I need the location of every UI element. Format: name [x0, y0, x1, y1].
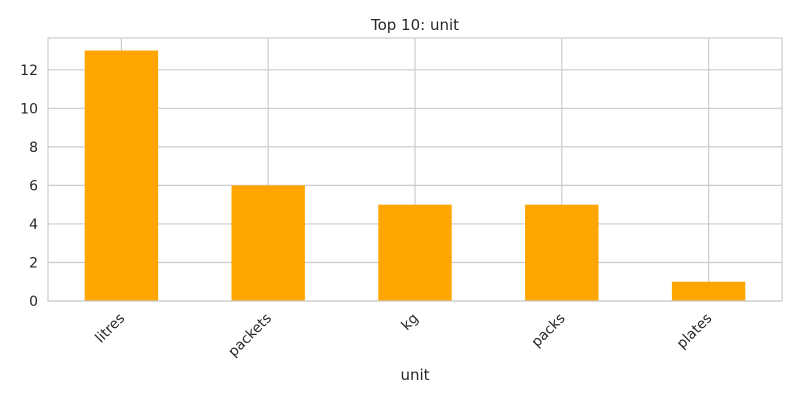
bar-packets — [231, 185, 305, 301]
bar-kg — [378, 204, 452, 301]
x-tick-label: litres — [92, 311, 128, 347]
y-tick-label: 0 — [29, 294, 38, 310]
y-tick-label: 12 — [20, 63, 38, 79]
plot-frame — [47, 37, 783, 302]
y-tick-label: 10 — [20, 101, 38, 117]
bars — [84, 50, 746, 302]
bar-packs — [525, 204, 599, 301]
x-tick-label: kg — [398, 311, 421, 334]
x-tick-label: plates — [674, 311, 716, 353]
x-tick-label: packs — [529, 311, 569, 351]
y-tick-label: 4 — [29, 217, 38, 233]
bar-plates — [671, 281, 746, 301]
x-axis-label: unit — [400, 366, 429, 384]
x-tick-labels: litres packets kg packs plates — [92, 311, 715, 361]
y-tick-label: 6 — [29, 178, 38, 194]
grid-lines — [48, 38, 782, 302]
y-tick-label: 8 — [29, 140, 38, 156]
x-tick-label: packets — [225, 311, 275, 361]
y-tick-label: 2 — [29, 255, 38, 271]
chart-title: Top 10: unit — [370, 16, 459, 34]
bar-litres — [84, 50, 159, 302]
y-tick-labels: 0 2 4 6 8 10 12 — [20, 63, 38, 310]
